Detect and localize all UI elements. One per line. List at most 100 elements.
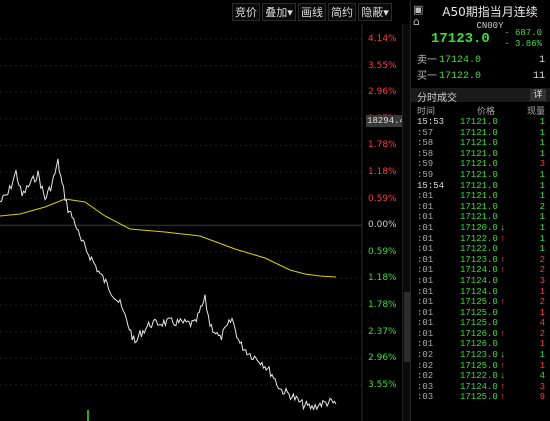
simple-mode-button[interactable]: 简约 [328,3,356,21]
current-value-tag: 18294.4 [366,115,406,127]
tick-volume: 1 [539,117,545,127]
tick-price: 17125.0 [460,307,498,318]
tick-row: :59 17121.0 3 [411,159,550,170]
price-change: - 687.0 - 3.86% [504,28,542,50]
tick-title: 分时成交 [417,93,457,104]
arrow-up-icon: ↑ [500,254,506,265]
tick-time: :02 [417,371,434,382]
tick-time: :01 [417,212,434,223]
home-icon[interactable]: ⌂ [413,15,420,28]
arrow-up-icon: ↑ [500,360,506,371]
tick-row: :01 17121.0 1 [411,212,550,223]
percent-tick-label: 0.59% [368,193,397,204]
quote-panel: ▣ ⌂ A50期指当月连续 CN00Y 17123.0 - 687.0 - 3.… [410,0,550,421]
detail-button[interactable]: 详 [530,89,546,101]
tick-header: 分时成交 详 [411,88,550,104]
draw-line-button[interactable]: 画线 [298,3,326,21]
scrollbar-thumb[interactable] [404,292,410,362]
overlay-dropdown[interactable]: 叠加▾ [262,3,296,21]
column-price: 价格 [477,107,496,117]
tick-row: :01 17121.0 1 [411,191,550,202]
arrow-down-icon: ↓ [500,222,506,233]
tick-time: :01 [417,328,434,339]
tick-column-headers: 时间 价格 现量 [411,104,550,117]
auction-button[interactable]: 竞价 [232,3,260,21]
tick-row: :01 17121.0 2 [411,202,550,213]
tick-price: 17121.0 [460,117,498,127]
hide-dropdown[interactable]: 隐蔽▾ [358,3,392,21]
tick-price: 17123.0 [460,350,498,361]
tick-price: 17124.0 [460,381,498,392]
tick-volume: 1 [539,233,545,244]
tick-volume: 1 [539,307,545,318]
tick-row: :59 17121.0 1 [411,170,550,181]
percent-tick-label: 2.37% [368,326,397,337]
percent-tick-label: 1.18% [368,273,397,284]
tick-price: 17121.0 [460,138,498,149]
chart-scrollbar[interactable] [402,24,411,421]
chart-toolbar: 竞价 叠加▾ 画线 简约 隐蔽▾ [0,0,410,24]
tick-row: :58 17121.0 1 [411,138,550,149]
tick-row: :01 17122.0 ↑ 1 [411,234,550,245]
average-price-line [0,198,337,278]
tick-time: :01 [417,233,434,244]
tick-time: :02 [417,350,434,361]
tick-row: :01 17120.0 ↓ 1 [411,223,550,234]
tick-volume: 1 [539,148,545,159]
percent-tick-label: 3.55% [368,60,397,71]
tick-price: 17121.0 [460,212,498,223]
tick-price: 17125.0 [460,360,498,371]
tick-price: 17124.0 [460,275,498,286]
tick-time: :58 [417,138,434,149]
sell-one-price: 17124.0 [439,55,482,66]
buy-one-row: 买一 17122.0 11 [417,70,547,84]
tick-time: :01 [417,275,434,286]
tick-row: :01 17124.0 1 [411,287,550,298]
tick-time: :01 [417,286,434,297]
tick-time: :01 [417,201,434,212]
tick-price: 17121.0 [460,148,498,159]
tick-time: :58 [417,148,434,159]
tick-time: :02 [417,360,434,371]
tick-price: 17126.0 [460,339,498,350]
tick-volume: 3 [539,159,545,170]
tick-volume: 1 [539,169,545,180]
tick-price: 17124.0 [460,286,498,297]
intraday-chart[interactable]: 4.14% 3.55% 2.96% 2.37% 1.78% 1.18% 0.59% 0.00%… [0,24,411,421]
tick-volume: 2 [539,297,545,308]
window-icon[interactable]: ▣ [413,3,424,16]
instrument-code: CN00Y [476,21,504,31]
tick-volume: 2 [539,201,545,212]
sell-one-label: 卖一 [417,55,437,66]
tick-row: 15:54 17121.0 1 [411,181,550,192]
tick-price: 17122.0 [460,371,498,382]
arrow-up-icon: ↑ [500,392,506,403]
tick-volume: 1 [539,180,545,191]
percent-tick-label: 1.78% [368,140,397,151]
instrument-name: A50期指当月连续 [442,5,538,19]
tick-time: :03 [417,392,434,403]
tick-price: 17121.0 [460,191,498,202]
arrow-up-icon: ↑ [500,328,506,339]
tick-time: :03 [417,381,434,392]
tick-time: :01 [417,339,434,350]
tick-price: 17120.0 [460,222,498,233]
tick-price: 17121.0 [460,127,498,138]
tick-volume: 4 [539,318,545,329]
tick-row: :01 17124.0 3 [411,276,550,287]
buy-one-label: 买一 [417,71,437,82]
tick-time: :59 [417,169,434,180]
tick-time: :01 [417,318,434,329]
tick-volume: 1 [539,244,545,255]
chart-grid [0,24,363,421]
tick-row: :01 17125.0 ↑ 2 [411,297,550,308]
tick-price: 17125.0 [460,297,498,308]
tick-row: :01 17125.0 4 [411,318,550,329]
arrow-down-icon: ↓ [500,350,506,361]
arrow-up-icon: ↑ [500,297,506,308]
tick-row: :01 17125.0 1 [411,308,550,319]
percent-tick-label: 2.96% [368,353,397,364]
tick-volume: 1 [539,286,545,297]
tick-price: 17121.0 [460,180,498,191]
percent-tick-label: 0.00% [368,220,397,231]
